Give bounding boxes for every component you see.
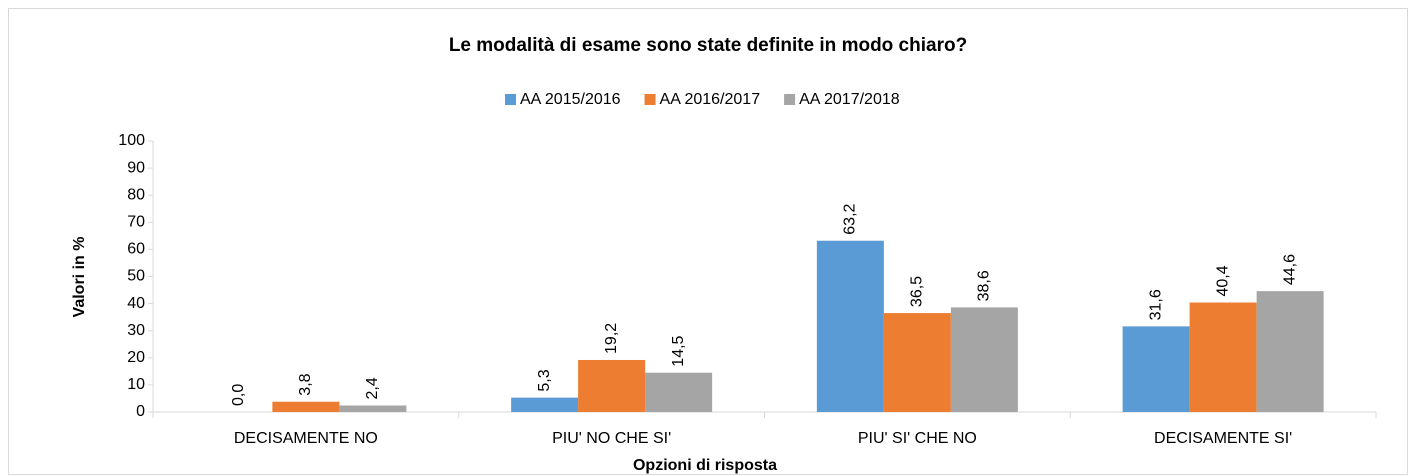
data-label: 14,5 [670, 335, 687, 366]
data-label: 2,4 [364, 377, 381, 399]
legend-label: AA 2015/2016 [520, 91, 621, 108]
x-tick-label: DECISAMENTE SI' [1154, 430, 1292, 447]
x-axis-label: Opzioni di risposta [633, 457, 777, 474]
bar [272, 401, 340, 412]
bar [1256, 291, 1324, 412]
bar [883, 313, 951, 412]
x-tick-label: DECISAMENTE NO [234, 430, 378, 447]
y-tick-label: 100 [118, 132, 145, 149]
y-tick-label: 90 [127, 159, 145, 176]
y-tick-label: 50 [127, 268, 145, 285]
y-tick-label: 30 [127, 322, 145, 339]
data-label: 19,2 [603, 323, 620, 354]
data-label: 44,6 [1281, 254, 1298, 285]
data-label: 31,6 [1147, 289, 1164, 320]
legend-swatch [644, 94, 656, 105]
bar [816, 240, 884, 412]
bar [339, 405, 407, 412]
legend-swatch [784, 94, 796, 105]
y-tick-label: 10 [127, 376, 145, 393]
chart-title: Le modalità di esame sono state definite… [449, 35, 967, 56]
y-tick-label: 60 [127, 241, 145, 258]
y-tick-label: 40 [127, 295, 145, 312]
y-tick-label: 20 [127, 349, 145, 366]
data-label: 40,4 [1214, 265, 1231, 296]
bar [511, 397, 579, 412]
legend-label: AA 2017/2018 [799, 91, 900, 108]
y-tick-label: 80 [127, 186, 145, 203]
data-label: 36,5 [909, 276, 926, 307]
bar [950, 307, 1018, 412]
bar [1122, 326, 1190, 412]
y-axis-label: Valori in % [71, 237, 88, 318]
data-label: 3,8 [297, 373, 314, 395]
bar [645, 372, 713, 412]
x-tick-label: PIU' SI' CHE NO [858, 430, 977, 447]
data-label: 5,3 [536, 369, 553, 391]
legend-label: AA 2016/2017 [660, 91, 761, 108]
data-label: 38,6 [976, 270, 993, 301]
bar [578, 359, 646, 412]
y-tick-label: 0 [136, 403, 145, 420]
data-label: 63,2 [842, 203, 859, 234]
bar [1189, 302, 1257, 412]
x-tick-label: PIU' NO CHE SI' [552, 430, 671, 447]
data-label: 0,0 [230, 384, 247, 406]
legend-swatch [505, 94, 516, 105]
y-tick-label: 70 [127, 214, 145, 231]
